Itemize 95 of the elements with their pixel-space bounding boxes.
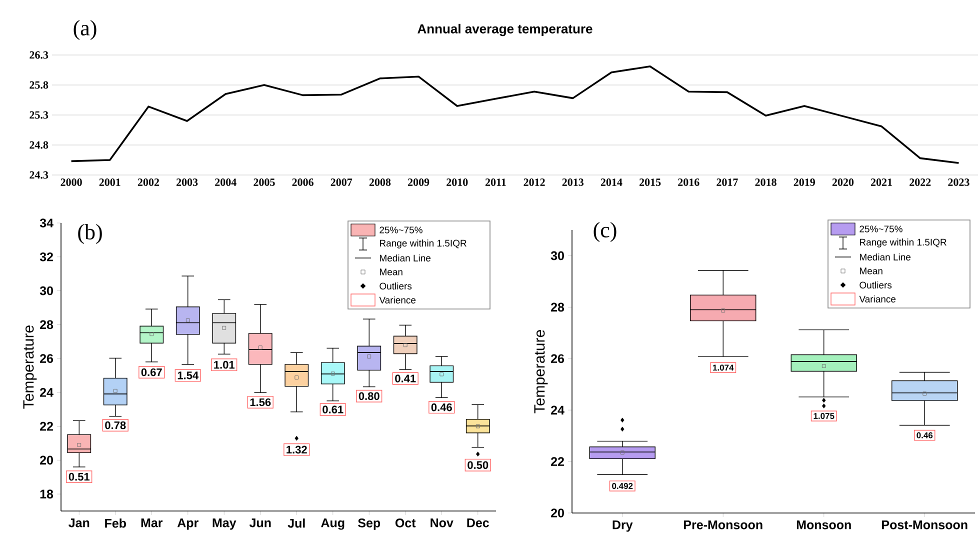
y-tick-label: 26 xyxy=(551,354,564,364)
x-tick-label: Dec xyxy=(467,518,489,528)
x-tick-label: Apr xyxy=(177,518,198,530)
annotation: 0.51 xyxy=(68,472,90,481)
y-tick-label: 26 xyxy=(40,354,54,363)
x-tick-label: 2006 xyxy=(292,178,314,186)
annotation: Outliers xyxy=(380,282,412,290)
x-tick-label: Jun xyxy=(249,518,271,528)
y-tick-label: 24.3 xyxy=(30,171,48,179)
annotation: 1.074 xyxy=(713,364,734,371)
x-tick-label: Oct xyxy=(395,518,416,528)
x-tick-label: 2007 xyxy=(330,178,352,186)
annotation: 1.54 xyxy=(178,372,199,380)
annotation: 0.67 xyxy=(141,368,162,376)
y-tick-label: 20 xyxy=(551,508,564,518)
x-tick-label: Jul xyxy=(288,518,305,528)
x-tick-label: 2020 xyxy=(832,178,854,186)
annotation: (c) xyxy=(594,222,616,242)
annotation: Outliers xyxy=(860,282,892,288)
x-tick-label: 2009 xyxy=(408,178,430,186)
x-tick-label: 2003 xyxy=(176,178,198,186)
line-series xyxy=(70,65,960,164)
y-tick-label: 34 xyxy=(40,218,54,228)
y-tick-label: 30 xyxy=(40,286,53,296)
annotation: 0.78 xyxy=(105,421,126,430)
x-tick-label: Nov xyxy=(430,518,454,528)
y-tick-label: 24 xyxy=(40,388,54,397)
x-tick-label: 2014 xyxy=(600,178,622,186)
y-tick-label: 26.3 xyxy=(30,51,48,59)
x-tick-label: 2004 xyxy=(215,178,236,186)
annotation: 25%~75% xyxy=(380,226,422,234)
x-tick-label: 2005 xyxy=(254,178,275,186)
x-tick-label: Jan xyxy=(68,518,90,528)
annotation: Median Line xyxy=(380,254,431,262)
annotation: Mean xyxy=(860,268,882,274)
annotation: Varience xyxy=(379,296,416,304)
x-tick-label: 2015 xyxy=(640,178,661,186)
annotation: 0.50 xyxy=(468,461,488,469)
x-tick-label: May xyxy=(212,518,236,530)
x-tick-label: 2021 xyxy=(870,178,892,186)
x-tick-label: 2019 xyxy=(794,178,815,186)
y-tick-label: 32 xyxy=(40,252,53,262)
y-axis-title: Temperature xyxy=(534,330,548,414)
annotation: Median Line xyxy=(860,254,911,260)
y-axis-title: Temperature xyxy=(23,326,37,409)
annotation: 1.075 xyxy=(814,412,834,419)
x-tick-label: Mar xyxy=(141,518,163,528)
annotation: 1.56 xyxy=(250,398,271,406)
annotation: (b) xyxy=(78,224,102,244)
x-tick-label: Aug xyxy=(321,518,344,530)
x-tick-label: 2008 xyxy=(369,178,391,186)
x-tick-label: Feb xyxy=(105,518,126,528)
x-tick-label: Sep xyxy=(358,518,380,530)
annotation: Range within 1.5IQR xyxy=(860,238,946,248)
y-tick-label: 20 xyxy=(40,456,53,465)
y-tick-label: 28 xyxy=(40,320,54,330)
y-tick-label: 24.8 xyxy=(30,141,48,149)
annotation: 0.492 xyxy=(612,482,633,489)
annotation: 0.46 xyxy=(431,403,452,412)
x-tick-label: Dry xyxy=(612,520,633,532)
y-tick-label: 25.8 xyxy=(30,81,48,89)
x-tick-label: Pre-Monsoon xyxy=(684,520,762,530)
x-tick-label: Monsoon xyxy=(796,520,851,530)
x-tick-label: 2010 xyxy=(446,178,468,186)
y-tick-label: 22 xyxy=(551,457,564,466)
x-tick-label: 2001 xyxy=(99,178,120,186)
x-tick-label: 2017 xyxy=(716,178,738,186)
y-tick-label: 28 xyxy=(551,302,564,312)
chart-title: Annual average temperature xyxy=(418,24,592,36)
y-tick-label: 30 xyxy=(550,251,564,260)
x-tick-label: 2013 xyxy=(562,178,584,186)
x-tick-label: 2018 xyxy=(755,178,776,186)
x-tick-label: 2023 xyxy=(948,178,970,186)
x-tick-label: 2022 xyxy=(910,178,931,186)
annotation: 0.80 xyxy=(358,392,380,400)
y-tick-label: 18 xyxy=(40,490,54,498)
annotation: Variance xyxy=(859,295,896,302)
x-tick-label: 2002 xyxy=(138,178,159,186)
annotation: Range within 1.5IQR xyxy=(380,240,466,248)
x-tick-label: Post-Monsoon xyxy=(882,520,968,530)
x-tick-label: 2012 xyxy=(524,178,545,186)
x-tick-label: 2000 xyxy=(60,178,82,186)
annotation: 0.46 xyxy=(916,432,933,438)
y-tick-label: 22 xyxy=(40,422,53,431)
annotation: 0.61 xyxy=(322,406,344,414)
text: (a) xyxy=(74,20,96,40)
y-tick-label: 25.3 xyxy=(30,111,48,119)
x-tick-label: 2011 xyxy=(485,178,506,186)
annotation: 1.01 xyxy=(214,360,235,369)
annotation: 0.41 xyxy=(395,374,416,382)
annotation: Mean xyxy=(380,268,402,276)
annotation: 25%~75% xyxy=(860,226,902,232)
x-tick-label: 2016 xyxy=(678,178,700,186)
y-tick-label: 24 xyxy=(551,406,564,414)
annotation: 1.32 xyxy=(286,446,307,454)
